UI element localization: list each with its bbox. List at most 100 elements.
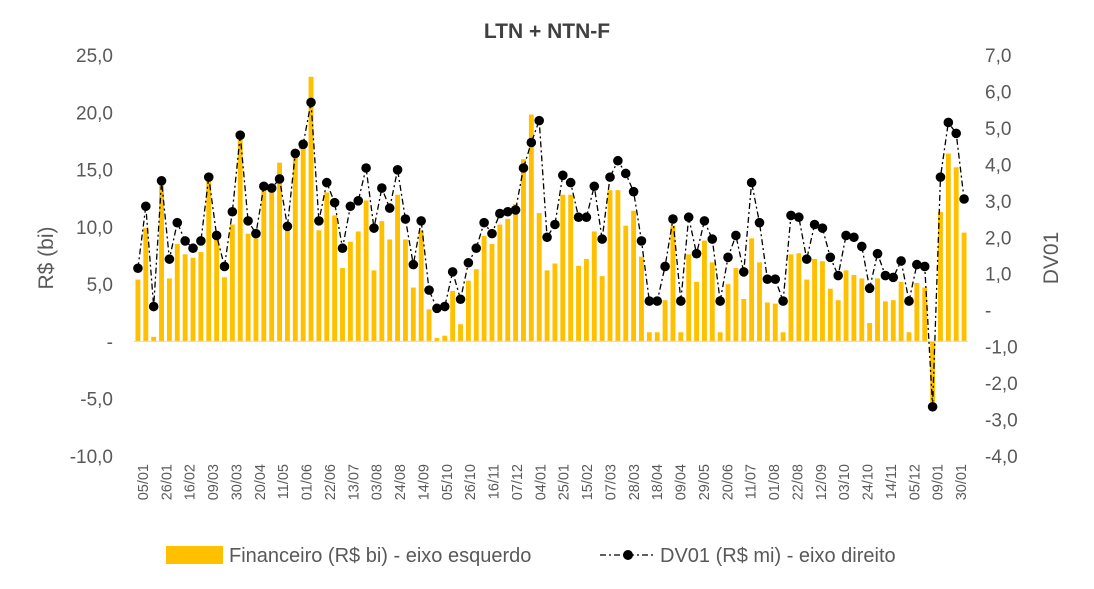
dv01-point (919, 261, 930, 272)
bar (237, 132, 243, 342)
dv01-point (298, 139, 308, 150)
bar-series (135, 76, 967, 403)
bar (576, 265, 581, 342)
bar (827, 288, 833, 342)
x-axis: 05/01 26/01 16/02 09/03 30/03 20/04 11/05 01/06… (136, 464, 970, 500)
dv01-point (676, 296, 686, 306)
bar (229, 224, 235, 342)
bar (851, 274, 857, 342)
x-tick-label: 09/01 (931, 464, 947, 500)
bar (725, 284, 731, 342)
x-tick-label: 24/08 (393, 464, 409, 500)
bar (324, 192, 330, 342)
bar (882, 301, 888, 342)
bar (654, 332, 660, 342)
dv01-point (211, 230, 222, 241)
dv01-point (148, 301, 159, 312)
dv01-point (455, 294, 466, 305)
y2-tick-label: -2,0 (985, 374, 1018, 395)
dv01-point (927, 401, 938, 412)
dv01-point (959, 194, 969, 204)
bar (292, 148, 298, 342)
bar (182, 254, 188, 342)
dv01-point (259, 181, 269, 192)
y2-tick-label: 3,0 (985, 192, 1011, 213)
dv01-point (683, 212, 694, 223)
bar (159, 183, 164, 342)
bar (890, 300, 896, 342)
bar (332, 215, 338, 342)
bar (473, 269, 479, 342)
x-tick-label: 03/08 (370, 464, 386, 500)
dv01-point (133, 263, 143, 274)
dv01-point (369, 223, 379, 233)
dv01-point (337, 243, 348, 254)
dv01-point (644, 296, 655, 306)
dv01-point (439, 301, 450, 312)
bar (418, 230, 424, 342)
dv01-point (424, 285, 434, 295)
x-tick-label: 12/09 (814, 464, 830, 500)
dv01-point (817, 223, 828, 233)
dv01-point (801, 254, 812, 264)
bar (442, 335, 448, 342)
bar (717, 332, 723, 342)
bar (261, 189, 267, 342)
dv01-point (660, 261, 670, 272)
bar (694, 281, 699, 342)
dv01-point (762, 274, 773, 285)
dv01-point (282, 221, 293, 232)
x-tick-label: 13/07 (346, 464, 362, 500)
bar (308, 76, 314, 342)
x-tick-label: 29/05 (697, 464, 713, 500)
bar (450, 291, 456, 342)
bar (733, 268, 739, 342)
dv01-point (888, 272, 899, 283)
x-tick-label: 05/10 (440, 464, 456, 500)
dv01-point (581, 212, 592, 223)
y2-tick-label: 1,0 (985, 265, 1011, 286)
bar (938, 211, 943, 342)
x-tick-label: 09/04 (674, 464, 690, 500)
bar (245, 233, 251, 342)
x-tick-label: 05/12 (907, 464, 923, 500)
dv01-point (904, 296, 914, 306)
dv01-point (778, 296, 788, 306)
dv01-point (573, 212, 584, 223)
dv01-point (266, 183, 277, 193)
dv01-point (416, 216, 426, 226)
dv01-point (164, 254, 175, 264)
x-tick-label: 11/07 (744, 464, 760, 499)
bar (347, 241, 353, 342)
dv01-point (707, 234, 718, 244)
dv01-point (392, 165, 403, 175)
y-tick-label: - (107, 332, 113, 353)
y-tick-label: 20,0 (76, 103, 113, 124)
dv01-point (652, 296, 663, 306)
bar (458, 324, 463, 342)
dv01-point (699, 216, 710, 226)
bar (701, 240, 707, 342)
bar (222, 277, 227, 342)
bar (143, 228, 149, 342)
dv01-point (180, 236, 190, 246)
dv01-point (731, 230, 741, 241)
dv01-point (754, 217, 765, 228)
y2-tick-label: 6,0 (985, 82, 1011, 103)
y-tick-label: -10,0 (70, 447, 113, 468)
bar (867, 323, 873, 342)
y-tick-label: 10,0 (76, 218, 113, 239)
bar (757, 262, 762, 342)
x-tick-label: 20/04 (253, 464, 269, 500)
dv01-point (534, 115, 544, 126)
bar (804, 279, 810, 342)
y2-axis-title: DV01 (1040, 232, 1063, 285)
dv01-point (353, 196, 364, 206)
y2-tick-label: - (985, 301, 991, 322)
x-tick-label: 18/04 (650, 464, 666, 500)
bar (363, 200, 369, 342)
dv01-point (172, 217, 183, 228)
x-tick-label: 01/08 (767, 464, 783, 500)
dv01-point (463, 257, 474, 268)
dv01-point (951, 128, 961, 139)
